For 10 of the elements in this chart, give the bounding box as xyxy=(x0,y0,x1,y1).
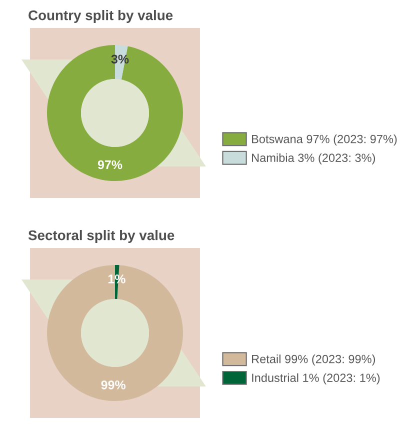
legend-label: Namibia 3% (2023: 3%) xyxy=(252,153,375,164)
data-label: 97% xyxy=(98,160,122,170)
chart-title: Country split by value xyxy=(28,10,173,23)
chart-title: Sectoral split by value xyxy=(28,230,174,243)
data-label: 99% xyxy=(101,380,126,390)
legend-label: Industrial 1% (2023: 1%) xyxy=(252,373,380,384)
donut-slice xyxy=(47,265,183,401)
legend-label: Botswana 97% (2023: 97%) xyxy=(252,134,397,146)
donut-slice xyxy=(47,45,183,181)
legend-label: Retail 99% (2023: 99%) xyxy=(252,354,376,366)
